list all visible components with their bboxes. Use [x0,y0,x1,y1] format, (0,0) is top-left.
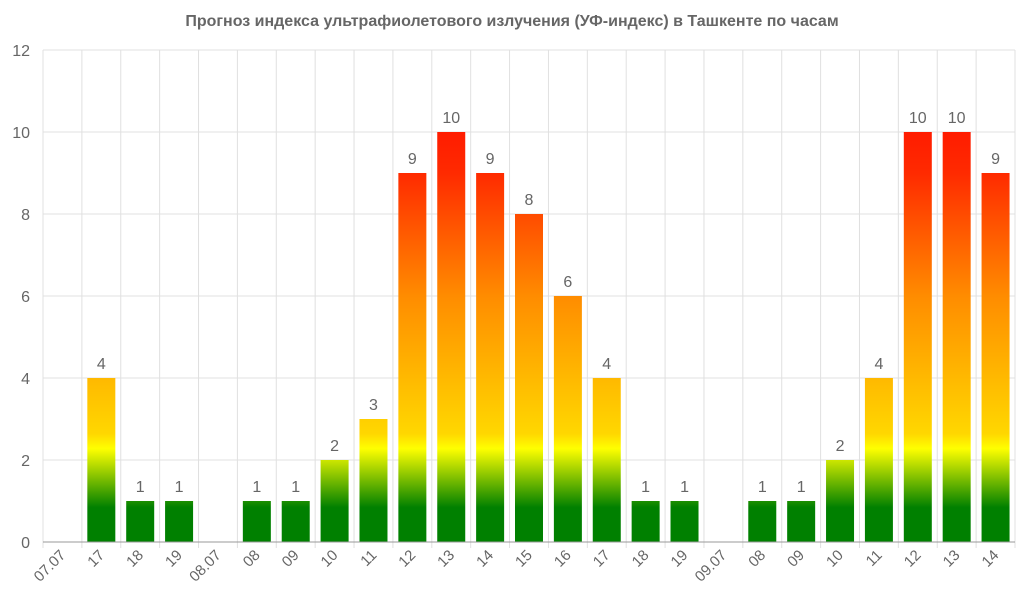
data-label: 4 [874,356,883,373]
chart-title: Прогноз индекса ультрафиолетового излуче… [185,13,839,30]
bar [359,419,388,542]
x-tick-label: 09.07 [692,547,731,586]
bar [787,501,816,542]
data-label: 1 [291,479,300,496]
x-tick-label: 08.07 [186,547,225,586]
data-label: 1 [797,479,806,496]
data-label: 3 [369,397,378,414]
y-tick-label: 2 [21,453,30,470]
y-tick-label: 8 [21,207,30,224]
bar [748,501,777,542]
bar [515,214,543,542]
data-label: 10 [909,110,927,127]
y-tick-label: 12 [12,43,30,60]
x-tick-label: 10 [318,547,342,571]
bar [398,173,427,542]
bar [631,501,660,542]
data-label: 2 [836,438,845,455]
x-tick-label: 07.07 [31,547,70,586]
data-label: 2 [330,438,339,455]
bar [981,173,1010,542]
bar [437,132,466,542]
bar [592,378,621,542]
data-label: 8 [525,192,534,209]
data-label: 1 [641,479,650,496]
x-tick-label: 11 [863,547,886,570]
x-tick-label: 17 [590,547,614,571]
x-tick-label: 18 [629,547,653,571]
x-tick-label: 19 [668,547,692,571]
bars [87,132,1010,542]
bar [165,501,194,542]
data-label: 4 [602,356,611,373]
data-label: 9 [991,151,1000,168]
bar [903,132,932,542]
x-tick-label: 10 [823,547,847,571]
y-tick-label: 4 [21,371,30,388]
bar [670,501,699,542]
x-tick-label: 14 [473,547,497,571]
x-tick-label: 11 [357,547,380,570]
x-tick-label: 19 [162,547,186,571]
data-label: 9 [408,151,417,168]
bar [320,460,349,542]
data-label: 1 [175,479,184,496]
x-tick-label: 18 [123,547,147,571]
bar [87,378,116,542]
y-tick-label: 0 [21,535,30,552]
x-tick-label: 15 [512,547,536,571]
x-tick-label: 08 [745,547,769,571]
x-tick-label: 16 [551,547,575,571]
bar [864,378,893,542]
data-label: 4 [97,356,106,373]
data-label: 1 [136,479,145,496]
x-tick-label: 17 [84,547,108,571]
x-tick-label: 12 [901,547,925,571]
bar [281,501,310,542]
bar [126,501,155,542]
data-label: 1 [758,479,767,496]
data-label: 1 [252,479,261,496]
x-tick-label: 09 [279,547,303,571]
x-tick-label: 14 [979,547,1003,571]
y-tick-label: 10 [12,125,30,142]
x-tick-label: 12 [395,547,419,571]
data-label: 10 [948,110,966,127]
bar [826,460,855,542]
data-labels: 4 1 1 1 1 2 3 9 10 9 8 6 4 1 1 1 1 2 4 10 10 9 [97,110,1000,496]
x-tick-label: 08 [240,547,264,571]
bar [242,501,271,542]
data-label: 6 [563,274,572,291]
x-tick-label: 13 [940,547,964,571]
data-label: 1 [680,479,689,496]
bar [942,132,971,542]
x-tick-label: 09 [784,547,808,571]
x-tick-label: 13 [434,547,458,571]
bar [553,296,582,542]
y-tick-label: 6 [21,289,30,306]
data-label: 9 [486,151,495,168]
bar [476,173,505,542]
data-label: 10 [442,110,460,127]
